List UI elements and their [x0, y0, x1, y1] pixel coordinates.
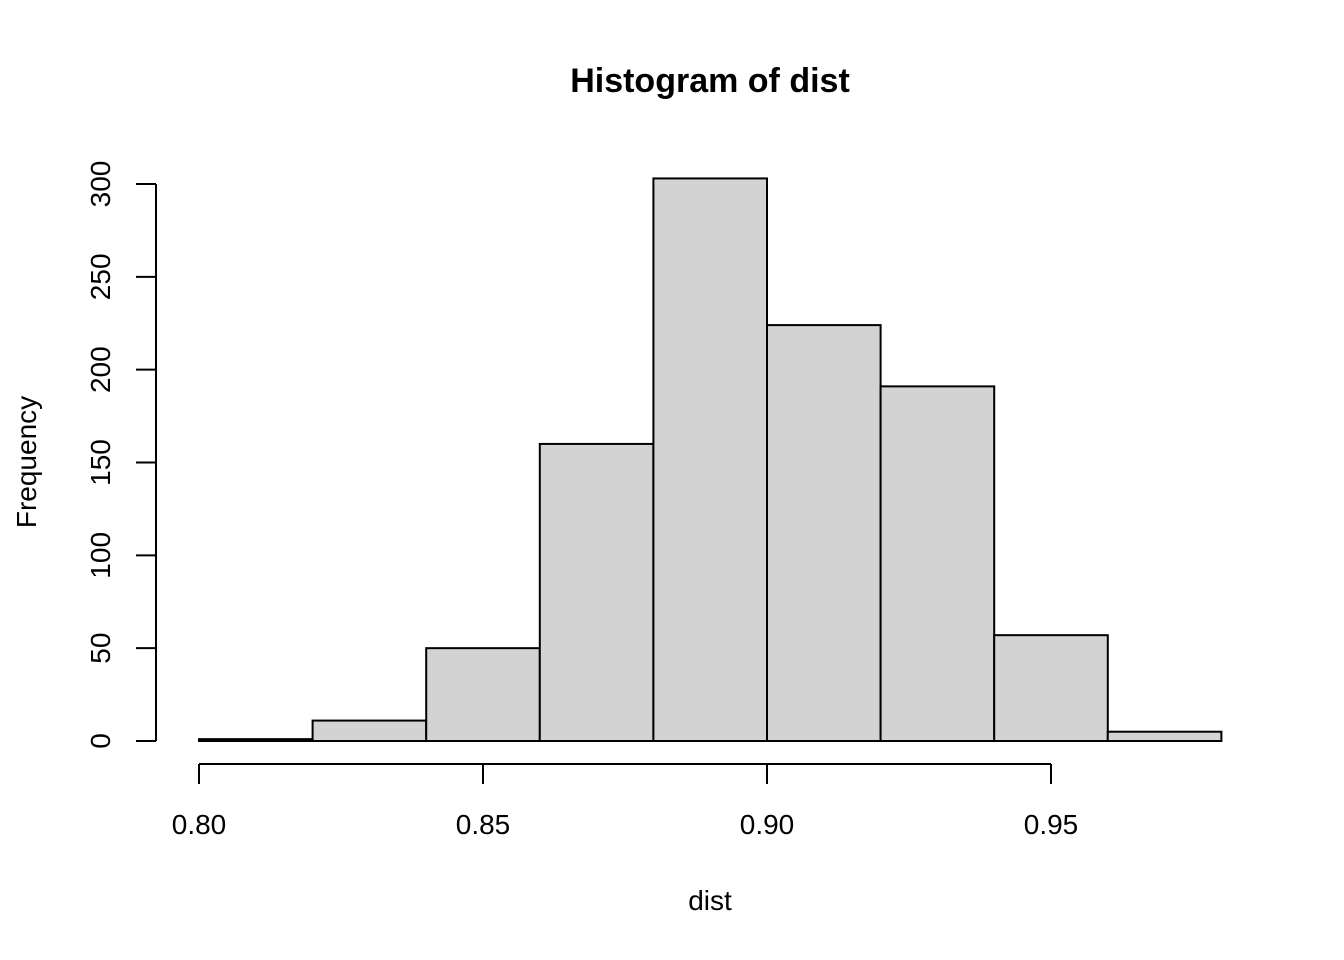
- x-tick-label-0: 0.80: [172, 809, 227, 840]
- x-tick-label-2: 0.90: [740, 809, 795, 840]
- x-tick-label-1: 0.85: [456, 809, 511, 840]
- histogram-bar-2: [425, 647, 541, 743]
- histogram-bar-0: [198, 738, 314, 742]
- histogram-bar-8: [1106, 730, 1223, 743]
- histogram-bar-4: [652, 177, 769, 742]
- y-tick-label-5: 250: [85, 253, 116, 300]
- chart-title: Histogram of dist: [570, 62, 850, 100]
- histogram-bar-5: [766, 324, 882, 742]
- y-tick-label-3: 150: [85, 439, 116, 486]
- y-tick-label-4: 200: [85, 346, 116, 393]
- x-tick-label-3: 0.95: [1024, 809, 1079, 840]
- y-tick-label-0: 0: [85, 733, 116, 749]
- y-axis: 0 50 100 150 200 250 300: [85, 161, 157, 749]
- histogram-bar-6: [879, 385, 996, 742]
- x-axis: 0.80 0.85 0.90 0.95: [172, 763, 1079, 840]
- y-axis-label: Frequency: [11, 396, 42, 528]
- histogram-bar-7: [993, 634, 1109, 742]
- x-axis-label: dist: [688, 885, 732, 916]
- y-tick-label-1: 50: [85, 633, 116, 664]
- bars-group: [198, 177, 1223, 743]
- y-tick-label-6: 300: [85, 161, 116, 208]
- histogram-bar-3: [538, 442, 655, 742]
- y-tick-label-2: 100: [85, 532, 116, 579]
- histogram-bar-1: [311, 719, 428, 742]
